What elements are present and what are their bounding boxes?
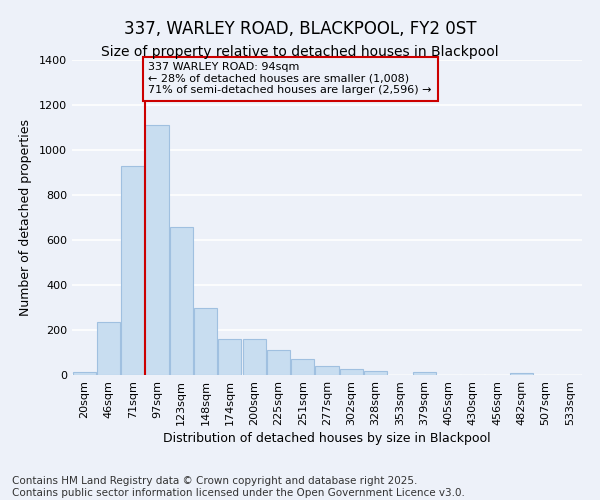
Bar [97, 322, 120, 375]
Bar [218, 339, 241, 375]
Text: Size of property relative to detached houses in Blackpool: Size of property relative to detached ho… [101, 45, 499, 59]
Text: 337, WARLEY ROAD, BLACKPOOL, FY2 0ST: 337, WARLEY ROAD, BLACKPOOL, FY2 0ST [124, 20, 476, 38]
Bar [242, 339, 266, 375]
Text: 337 WARLEY ROAD: 94sqm
← 28% of detached houses are smaller (1,008)
71% of semi-: 337 WARLEY ROAD: 94sqm ← 28% of detached… [149, 62, 432, 96]
Bar [364, 370, 387, 375]
Bar [316, 366, 338, 375]
Bar [510, 373, 533, 375]
Bar [413, 372, 436, 375]
Bar [194, 308, 217, 375]
Bar [291, 359, 314, 375]
Y-axis label: Number of detached properties: Number of detached properties [19, 119, 32, 316]
Bar [340, 370, 363, 375]
Bar [121, 166, 144, 375]
Bar [170, 226, 193, 375]
Bar [73, 372, 95, 375]
Text: Contains HM Land Registry data © Crown copyright and database right 2025.
Contai: Contains HM Land Registry data © Crown c… [12, 476, 465, 498]
Bar [145, 125, 169, 375]
Bar [267, 350, 290, 375]
X-axis label: Distribution of detached houses by size in Blackpool: Distribution of detached houses by size … [163, 432, 491, 445]
